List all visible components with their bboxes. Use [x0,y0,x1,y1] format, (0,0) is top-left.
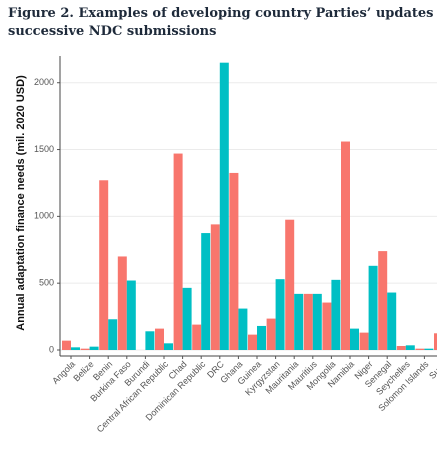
y-tick-label: 500 [39,278,54,288]
bar [80,348,90,350]
bar [108,319,118,350]
bar [378,251,388,350]
bar [117,256,127,350]
bar [99,180,109,350]
bar [89,346,99,350]
bar [294,293,304,350]
chart-title: Figure 2. Examples of developing country… [8,6,437,21]
bar [62,340,71,350]
bar [312,293,322,350]
y-tick-label: 0 [49,344,54,354]
bar [266,318,276,350]
bar [405,345,415,350]
bar [285,219,295,350]
bar [210,224,220,350]
bar [219,62,229,350]
bar [164,343,173,350]
bar [201,233,211,350]
bar [303,293,313,350]
bar [396,345,406,350]
bar [229,172,239,350]
bar [248,334,257,350]
bar [126,280,136,350]
x-tick-label: Angola [50,359,77,386]
bar [173,153,183,350]
bar [192,324,202,350]
bar [368,265,378,350]
bar [155,328,164,350]
bar [238,308,248,350]
bar [359,332,369,350]
bar [145,331,155,350]
y-axis-label: Annual adaptation finance needs (mil. 20… [15,75,27,331]
bar [387,292,397,350]
bar [322,302,332,350]
y-tick-label: 1500 [34,144,54,154]
x-tick-label: Suda [427,359,437,381]
bar [424,348,434,350]
bar [182,287,192,350]
bar [415,348,425,350]
bar [341,141,350,350]
bar [350,328,359,350]
bar [331,279,341,350]
bar [434,333,437,350]
x-tick-label: Belize [71,359,95,383]
chart-subtitle: successive NDC submissions [8,24,216,39]
y-tick-label: 2000 [34,77,54,87]
bar [257,325,266,350]
bar [71,347,80,350]
y-tick-label: 1000 [34,211,54,221]
bar [275,279,285,350]
